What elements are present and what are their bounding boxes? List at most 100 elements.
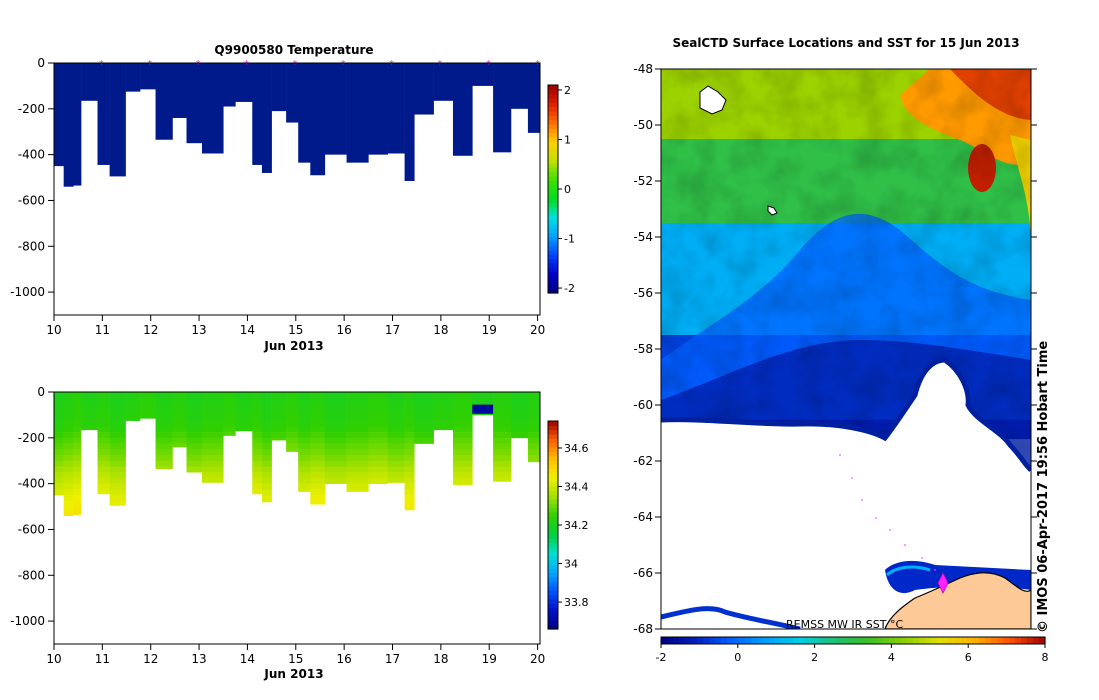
salinity-cell [201,460,224,467]
salinity-cell [109,414,126,421]
colorbar-segment [548,132,558,138]
salinity-cell [186,403,203,410]
salinity-cell [298,426,311,433]
salinity-cell [261,414,272,421]
salinity-cell [286,420,299,427]
salinity-cell [109,495,126,502]
colorbar-tick-label: 1 [564,133,571,146]
colorbar-tick-label: 2 [564,84,571,97]
salinity-cell [252,392,263,399]
temperature-profile-column [527,63,541,133]
salinity-cell [54,466,64,473]
salinity-cell [140,409,156,416]
sst-colorbar-segment [775,637,782,644]
salinity-cell [414,397,434,404]
temperature-profile-column [155,63,173,140]
y-tick-label: -1000 [10,285,45,299]
salinity-cell [346,392,369,399]
salinity-cell [433,426,454,431]
salinity-cell [261,477,272,484]
salinity-cell [286,414,299,421]
colorbar-segment [548,624,558,630]
x-tick-label: 12 [143,652,158,666]
salinity-cell [414,414,434,421]
sst-colorbar-segment [997,637,1004,644]
colorbar-segment [548,512,558,517]
salinity-cell [324,443,347,450]
salinity-cell [155,437,173,444]
colorbar-segment [548,280,558,285]
salinity-cell [97,414,110,421]
salinity-cell [404,506,415,511]
colorbar-segment [548,555,558,561]
colorbar-segment [548,434,558,439]
salinity-cell [527,460,541,463]
colorbar-segment [548,180,558,186]
sst-colorbar-segment [907,637,914,644]
salinity-cell [387,414,405,421]
colorbar-segment [548,516,558,522]
colorbar-segment [548,141,558,147]
salinity-cell [346,483,369,490]
colorbar-segment [548,499,558,504]
x-tick-label: 13 [191,652,206,666]
salinity-cell [252,449,263,456]
salinity-cell [324,460,347,467]
sst-colorbar-celsius-label: 4 [888,651,895,664]
salinity-cell [298,437,311,444]
salinity-cell [73,426,82,433]
profile-marker: * [244,59,249,70]
salinity-cell [310,420,326,427]
sst-colorbar-frame [660,636,1046,645]
y-tick-label: 0 [37,385,45,399]
salinity-cell [261,443,272,450]
sst-colorbar-segment [985,637,992,644]
colorbar-segment [548,202,558,207]
colorbar-segment [548,568,558,574]
colorbar-segment [548,425,558,431]
salinity-cell [452,466,473,473]
salinity-cell [186,409,203,416]
sst-colorbar-segment [991,637,998,644]
colorbar-segment [548,421,558,426]
salinity-cell [73,495,82,502]
salinity-cell [252,472,263,479]
salinity-cell [201,443,224,450]
sst-colorbar: -2024687075808590 [656,636,1049,664]
salinity-axes: 10 11 12 13 14 15 16 17 18 19 20 0 -200 -400 -600 -800 -… [10,385,545,666]
salinity-cell [404,495,415,502]
salinity-cell [186,420,203,427]
sst-colorbar-segment [679,637,686,644]
temperature-profile-column [271,63,287,112]
salinity-cell [155,455,173,462]
salinity-cell [261,403,272,410]
salinity-cell [54,420,64,427]
temperature-profile-column [54,63,64,167]
colorbar-segment [548,546,558,552]
salinity-cell [298,414,311,421]
temperature-profile-column [298,63,311,163]
sst-colorbar-celsius-label: 0 [734,651,741,664]
colorbar-segment [548,525,558,530]
salinity-cell [97,460,110,467]
salinity-cell [527,420,541,427]
salinity-cell [155,403,173,410]
salinity-cell [97,477,110,484]
salinity-cell [201,472,224,479]
sst-colorbar-segment [913,637,920,644]
temperature-colorbar: 2 1 0 -1 -2 [547,84,575,295]
salinity-cell [109,426,126,433]
salinity-cell [97,483,110,490]
colorbar-segment [548,486,558,491]
salinity-cell [261,392,272,399]
sst-colorbar-segment [799,637,806,644]
salinity-cell [298,432,311,439]
colorbar-segment [548,85,558,90]
colorbar-segment [548,210,558,216]
salinity-xaxis-label: Jun 2013 [263,667,323,681]
salinity-cell [97,426,110,433]
salinity-section-data [54,392,541,517]
salinity-cell [324,420,347,427]
salinity-cell [261,437,272,444]
ice-edge [661,357,1031,472]
